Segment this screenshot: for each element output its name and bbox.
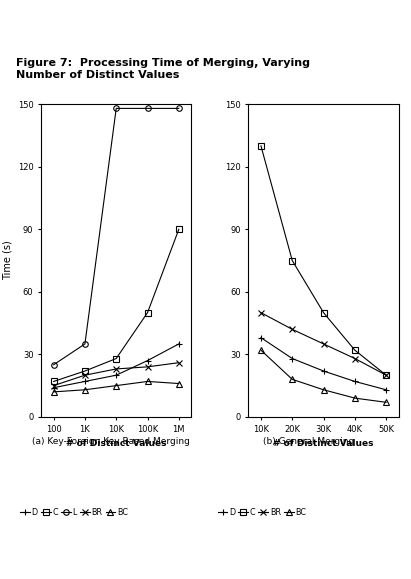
Line: BC: BC: [258, 347, 389, 405]
Line: D: D: [51, 341, 182, 390]
X-axis label: # of Distinct Values: # of Distinct Values: [66, 439, 166, 448]
BC: [145, 378, 150, 385]
C: [145, 309, 150, 316]
D: [51, 384, 56, 391]
D: [384, 386, 389, 393]
Legend: D, C, BR, BC: D, C, BR, BC: [218, 508, 306, 517]
Y-axis label: Time (s): Time (s): [2, 241, 12, 280]
BC: [321, 386, 326, 393]
D: [290, 355, 295, 362]
L: [176, 105, 181, 112]
Line: C: C: [258, 143, 389, 378]
BC: [259, 347, 263, 354]
C: [352, 347, 357, 354]
D: [83, 378, 88, 385]
BC: [114, 382, 119, 389]
D: [114, 372, 119, 379]
BR: [259, 309, 263, 316]
Text: (b) General Merging: (b) General Merging: [263, 437, 354, 446]
BC: [352, 395, 357, 402]
C: [114, 355, 119, 362]
L: [145, 105, 150, 112]
BC: [290, 376, 295, 383]
BC: [176, 380, 181, 387]
BR: [176, 359, 181, 366]
C: [176, 226, 181, 233]
C: [384, 372, 389, 379]
D: [145, 357, 150, 364]
BC: [83, 386, 88, 393]
Line: BR: BR: [51, 360, 182, 389]
BR: [352, 355, 357, 362]
C: [259, 142, 263, 149]
D: [259, 334, 263, 341]
L: [114, 105, 119, 112]
C: [321, 309, 326, 316]
C: [51, 378, 56, 385]
Line: BR: BR: [258, 310, 389, 378]
BC: [51, 389, 56, 395]
Line: L: L: [51, 105, 182, 368]
L: [83, 340, 88, 347]
D: [321, 368, 326, 375]
C: [290, 257, 295, 264]
BC: [384, 399, 389, 406]
BR: [145, 364, 150, 371]
BR: [114, 365, 119, 372]
BR: [290, 326, 295, 333]
Text: (a) Key-Foreign Key Based Merging: (a) Key-Foreign Key Based Merging: [32, 437, 190, 446]
BR: [51, 382, 56, 389]
BR: [321, 340, 326, 347]
Line: D: D: [258, 335, 389, 393]
Line: C: C: [51, 226, 182, 384]
BR: [83, 372, 88, 379]
Legend: D, C, L, BR, BC: D, C, L, BR, BC: [21, 508, 128, 517]
Text: Figure 7:  Processing Time of Merging, Varying
Number of Distinct Values: Figure 7: Processing Time of Merging, Va…: [16, 58, 310, 80]
Line: BC: BC: [51, 379, 182, 395]
D: [176, 340, 181, 347]
BR: [384, 372, 389, 379]
D: [352, 378, 357, 385]
L: [51, 361, 56, 368]
C: [83, 368, 88, 375]
X-axis label: # of Distinct Values: # of Distinct Values: [273, 439, 374, 448]
